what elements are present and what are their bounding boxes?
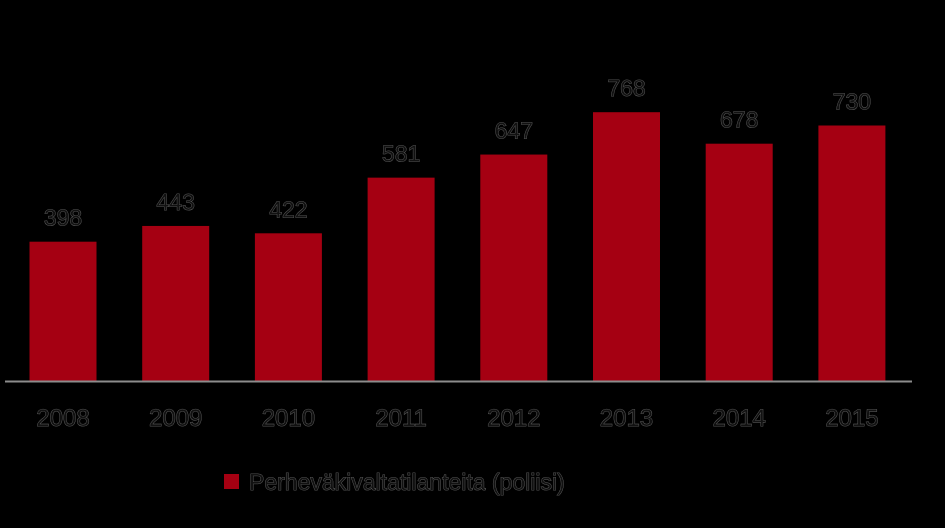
data-label-2013: 768: [607, 75, 645, 101]
x-tick-label-2014: 2014: [713, 405, 766, 432]
bar-2010: [254, 233, 322, 381]
bar-2011: [367, 177, 435, 381]
data-labels-group: 398 443 422 581 647 768 678 730: [43, 75, 871, 231]
bar-2012: [480, 154, 548, 381]
data-label-2008: 398: [44, 205, 82, 231]
x-tick-label-2015: 2015: [825, 405, 878, 432]
legend-label: Perheväkivaltatilanteita (poliisi): [249, 469, 565, 495]
x-tick-label-2011: 2011: [375, 405, 427, 432]
bar-2009: [142, 225, 210, 381]
legend: Perheväkivaltatilanteita (poliisi): [224, 469, 565, 495]
data-label-2012: 647: [495, 118, 533, 144]
x-tick-labels-group: 2008 2009 2010 2011 2012 2013 2014 2015: [36, 405, 879, 433]
data-label-2014: 678: [720, 107, 758, 133]
bar-2008: [29, 241, 97, 381]
x-tick-label-2009: 2009: [149, 405, 202, 432]
x-tick-label-2012: 2012: [487, 405, 540, 432]
x-tick-label-2013: 2013: [600, 405, 653, 432]
data-label-2010: 422: [269, 196, 307, 222]
x-tick-label-2008: 2008: [36, 405, 89, 432]
data-label-2015: 730: [833, 89, 871, 115]
data-label-2011: 581: [382, 141, 420, 167]
bar-2014: [705, 143, 773, 381]
bar-2015: [818, 125, 886, 381]
legend-swatch: [224, 474, 239, 489]
x-tick-label-2010: 2010: [262, 405, 315, 432]
bar-2013: [593, 112, 660, 381]
data-label-2009: 443: [157, 189, 195, 215]
bars-group: [29, 112, 886, 381]
